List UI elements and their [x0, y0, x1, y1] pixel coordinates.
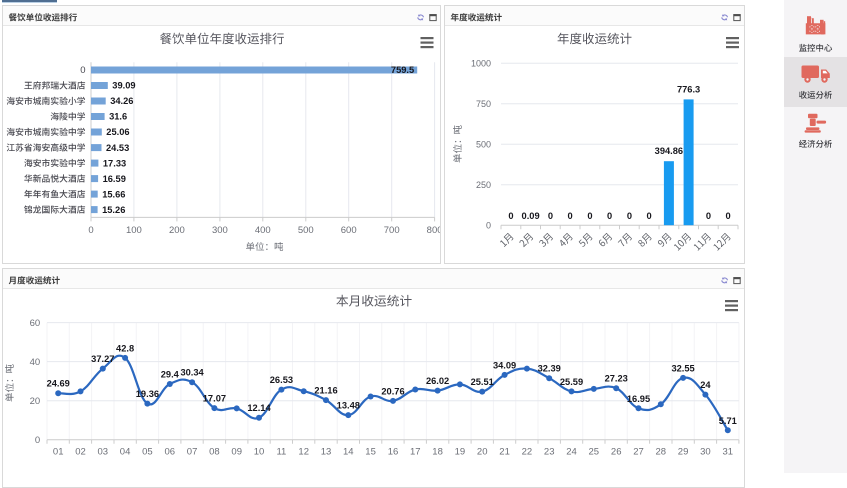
svg-text:1000: 1000 — [471, 58, 491, 68]
svg-text:18: 18 — [432, 447, 443, 458]
svg-text:20.76: 20.76 — [381, 386, 404, 396]
svg-text:26.53: 26.53 — [270, 375, 293, 385]
svg-text:16.59: 16.59 — [103, 174, 126, 184]
svg-text:08: 08 — [209, 447, 220, 458]
svg-text:17.07: 17.07 — [203, 394, 226, 404]
svg-text:26.02: 26.02 — [426, 376, 449, 386]
svg-text:17.33: 17.33 — [103, 158, 126, 168]
svg-text:0: 0 — [508, 211, 513, 221]
svg-text:19.36: 19.36 — [136, 389, 159, 399]
svg-text:09: 09 — [231, 447, 242, 458]
svg-text:5.71: 5.71 — [719, 416, 737, 426]
svg-text:0: 0 — [627, 211, 632, 221]
svg-text:01: 01 — [53, 447, 64, 458]
svg-text:0: 0 — [647, 211, 652, 221]
svg-text:500: 500 — [476, 139, 491, 149]
svg-text:16.95: 16.95 — [627, 394, 650, 404]
svg-text:24.69: 24.69 — [47, 379, 70, 389]
svg-text:21: 21 — [499, 447, 510, 458]
svg-text:750: 750 — [476, 99, 491, 109]
svg-text:30: 30 — [700, 447, 711, 458]
svg-text:02: 02 — [75, 447, 86, 458]
svg-text:0: 0 — [88, 225, 93, 236]
svg-text:06: 06 — [165, 447, 176, 458]
svg-text:200: 200 — [169, 225, 185, 236]
svg-text:04: 04 — [120, 447, 131, 458]
svg-text:20: 20 — [30, 396, 41, 407]
svg-text:250: 250 — [476, 180, 491, 190]
svg-text:0: 0 — [607, 211, 612, 221]
svg-text:15: 15 — [365, 447, 376, 458]
svg-text:32.39: 32.39 — [538, 364, 561, 374]
svg-text:29: 29 — [678, 447, 689, 458]
svg-text:12: 12 — [298, 447, 309, 458]
svg-text:23: 23 — [544, 447, 555, 458]
svg-text:05: 05 — [142, 447, 153, 458]
svg-text:27: 27 — [633, 447, 644, 458]
svg-text:25.06: 25.06 — [106, 127, 129, 137]
svg-text:34.09: 34.09 — [493, 360, 516, 370]
svg-text:28: 28 — [656, 447, 667, 458]
svg-text:13.48: 13.48 — [337, 401, 360, 411]
svg-text:34.26: 34.26 — [110, 96, 133, 106]
svg-text:39.09: 39.09 — [112, 81, 135, 91]
svg-text:24: 24 — [566, 447, 577, 458]
svg-text:26: 26 — [611, 447, 622, 458]
svg-text:22: 22 — [522, 447, 533, 458]
svg-text:100: 100 — [126, 225, 142, 236]
svg-text:800: 800 — [427, 225, 440, 236]
svg-text:40: 40 — [30, 357, 41, 368]
svg-text:12.14: 12.14 — [247, 403, 271, 413]
svg-text:0: 0 — [587, 211, 592, 221]
svg-text:24: 24 — [700, 380, 711, 390]
svg-text:42.8: 42.8 — [116, 343, 134, 353]
svg-text:0.09: 0.09 — [522, 211, 540, 221]
svg-text:13: 13 — [321, 447, 332, 458]
svg-text:30.34: 30.34 — [180, 368, 204, 378]
svg-text:776.3: 776.3 — [677, 84, 700, 94]
svg-text:0: 0 — [726, 211, 731, 221]
svg-text:600: 600 — [341, 225, 357, 236]
svg-text:17: 17 — [410, 447, 421, 458]
svg-text:700: 700 — [384, 225, 400, 236]
svg-text:25: 25 — [589, 447, 600, 458]
svg-text:29.4: 29.4 — [161, 370, 180, 380]
svg-text:10: 10 — [254, 447, 265, 458]
svg-text:759.5: 759.5 — [391, 65, 414, 75]
svg-text:0: 0 — [568, 211, 573, 221]
svg-text:15.66: 15.66 — [102, 189, 125, 199]
svg-text:16: 16 — [388, 447, 399, 458]
svg-text:37.27: 37.27 — [91, 354, 114, 364]
svg-text:07: 07 — [187, 447, 198, 458]
svg-text:0: 0 — [35, 435, 40, 446]
svg-text:27.23: 27.23 — [605, 374, 628, 384]
svg-text:32.55: 32.55 — [671, 363, 694, 373]
svg-text:0: 0 — [548, 211, 553, 221]
svg-text:15.26: 15.26 — [102, 205, 125, 215]
svg-text:19: 19 — [455, 447, 466, 458]
svg-text:0: 0 — [706, 211, 711, 221]
svg-text:0: 0 — [486, 220, 491, 230]
svg-text:31.6: 31.6 — [109, 112, 127, 122]
svg-text:300: 300 — [212, 225, 228, 236]
svg-text:20: 20 — [477, 447, 488, 458]
svg-text:31: 31 — [723, 447, 734, 458]
svg-text:60: 60 — [30, 318, 41, 329]
svg-text:21.16: 21.16 — [314, 386, 337, 396]
svg-text:03: 03 — [98, 447, 109, 458]
svg-text:500: 500 — [298, 225, 314, 236]
svg-text:0: 0 — [80, 65, 85, 76]
svg-text:24.53: 24.53 — [106, 143, 129, 153]
svg-text:25.51: 25.51 — [471, 377, 494, 387]
svg-text:11: 11 — [276, 447, 286, 458]
svg-text:14: 14 — [343, 447, 354, 458]
svg-text:394.86: 394.86 — [655, 146, 683, 156]
svg-text:400: 400 — [255, 225, 271, 236]
svg-text:25.59: 25.59 — [560, 377, 583, 387]
